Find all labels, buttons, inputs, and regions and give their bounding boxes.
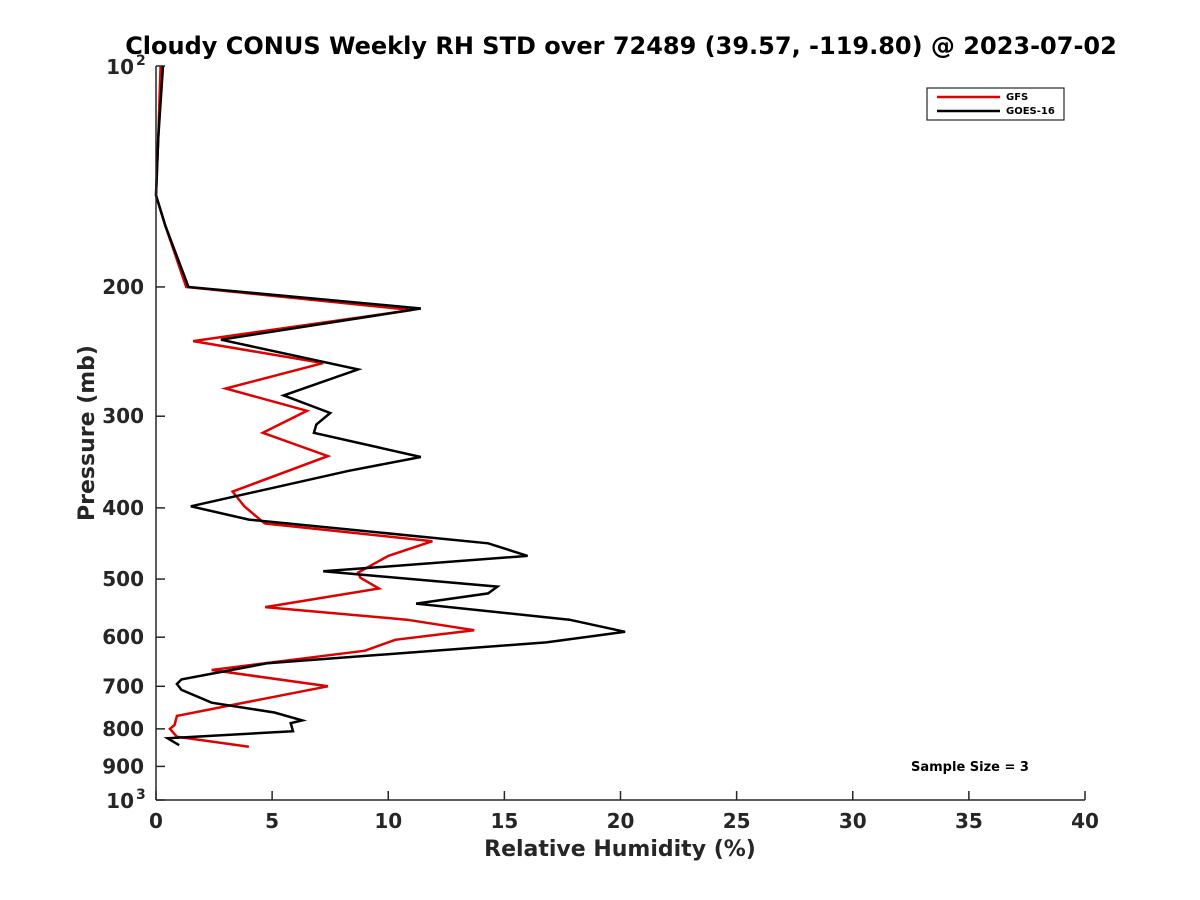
x-tick-label: 15 <box>490 809 518 833</box>
x-axis-label: Relative Humidity (%) <box>484 837 756 862</box>
plot-background <box>156 66 1085 800</box>
x-axis-ticks: 0 5 10 15 20 25 30 35 40 <box>149 791 1099 833</box>
x-tick-label: 35 <box>955 809 983 833</box>
x-tick-label: 20 <box>607 809 635 833</box>
x-tick-label: 0 <box>149 809 163 833</box>
legend-label-gfs: GFS <box>1006 92 1028 103</box>
sample-size-annotation: Sample Size = 3 <box>911 760 1029 775</box>
y-tick-label: 600 <box>102 625 144 649</box>
y-tick-exponent-label: 2 <box>136 53 146 69</box>
y-tick-label: 800 <box>102 717 144 741</box>
y-tick-label: 900 <box>102 754 144 778</box>
y-tick-exponent-label: 3 <box>136 787 146 803</box>
y-tick-label: 200 <box>102 275 144 299</box>
y-tick-label: 400 <box>102 496 144 520</box>
y-tick-label: 10 <box>106 789 134 813</box>
x-tick-label: 25 <box>723 809 751 833</box>
x-tick-label: 40 <box>1071 809 1099 833</box>
legend-box <box>926 87 1065 121</box>
legend: GFS GOES-16 <box>926 87 1065 121</box>
y-axis-label: Pressure (mb) <box>75 345 100 521</box>
x-tick-label: 10 <box>374 809 402 833</box>
plot-area <box>154 65 1085 801</box>
series-line-goes-16 <box>154 65 626 747</box>
legend-label-goes16: GOES-16 <box>1006 106 1055 117</box>
y-tick-label: 700 <box>102 674 144 698</box>
series-line-gfs <box>154 65 475 748</box>
x-tick-label: 5 <box>265 809 279 833</box>
y-tick-label: 10 <box>106 55 134 79</box>
x-tick-label: 30 <box>839 809 867 833</box>
y-tick-label: 500 <box>102 567 144 591</box>
series-layer <box>154 65 626 748</box>
chart-title: Cloudy CONUS Weekly RH STD over 72489 (3… <box>125 32 1117 60</box>
y-tick-label: 300 <box>102 404 144 428</box>
